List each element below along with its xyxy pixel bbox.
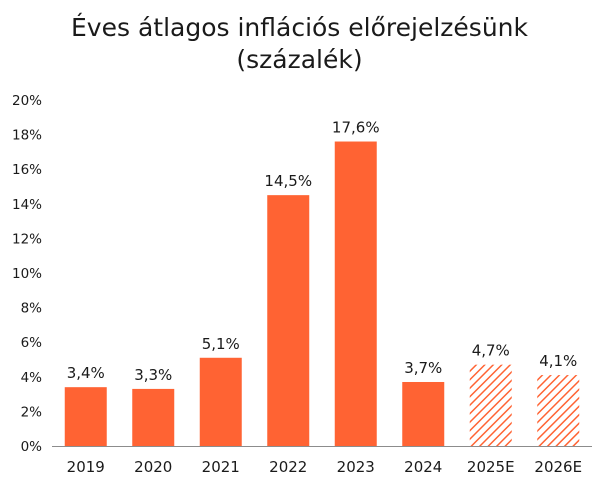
bars (64, 141, 580, 446)
y-tick-label: 16% (12, 162, 42, 178)
y-tick-label: 8% (21, 301, 43, 317)
y-tick-label: 12% (12, 231, 42, 247)
x-axis-labels: 2019 2020 2021 2022 2023 2024 2025E 2026E (67, 458, 582, 476)
x-tick-label: 2026E (534, 458, 582, 476)
subtitle-line: (százalék) (236, 45, 363, 74)
y-tick-label: 0% (21, 439, 43, 455)
bar (469, 364, 512, 446)
bar (334, 141, 377, 446)
bar (402, 381, 445, 446)
data-label: 3,7% (404, 359, 442, 377)
x-tick-label: 2019 (67, 458, 105, 476)
data-label: 3,4% (67, 364, 105, 382)
title-line: Éves átlagos inflációs előrejelzésünk (71, 13, 528, 42)
data-label: 5,1% (202, 335, 240, 353)
data-label: 4,1% (539, 352, 577, 370)
bar (132, 388, 175, 446)
y-axis-ticks: 0% 2% 4% 6% 8% 10% 12% 14% 16% 18% 20% (12, 93, 42, 455)
y-tick-label: 18% (12, 128, 42, 144)
data-label: 4,7% (472, 342, 510, 360)
x-tick-label: 2024 (404, 458, 442, 476)
y-tick-label: 10% (12, 266, 42, 282)
chart-title: Éves átlagos inflációs előrejelzésünk (s… (0, 12, 599, 76)
x-tick-label: 2022 (269, 458, 307, 476)
bar (267, 195, 310, 446)
x-tick-label: 2020 (134, 458, 172, 476)
y-tick-label: 20% (12, 93, 42, 109)
bar (199, 357, 242, 446)
bar (537, 375, 580, 446)
x-tick-label: 2021 (202, 458, 240, 476)
data-labels: 3,4% 3,3% 5,1% 14,5% 17,6% 3,7% 4,7% 4,1% (67, 119, 578, 384)
x-tick-label: 2025E (467, 458, 515, 476)
y-tick-label: 6% (21, 335, 43, 351)
data-label: 14,5% (264, 172, 312, 190)
data-label: 17,6% (332, 119, 380, 137)
x-tick-label: 2023 (337, 458, 375, 476)
bar (64, 387, 107, 446)
y-tick-label: 14% (12, 197, 42, 213)
y-tick-label: 4% (21, 370, 43, 386)
y-tick-label: 2% (21, 404, 43, 420)
data-label: 3,3% (134, 366, 172, 384)
